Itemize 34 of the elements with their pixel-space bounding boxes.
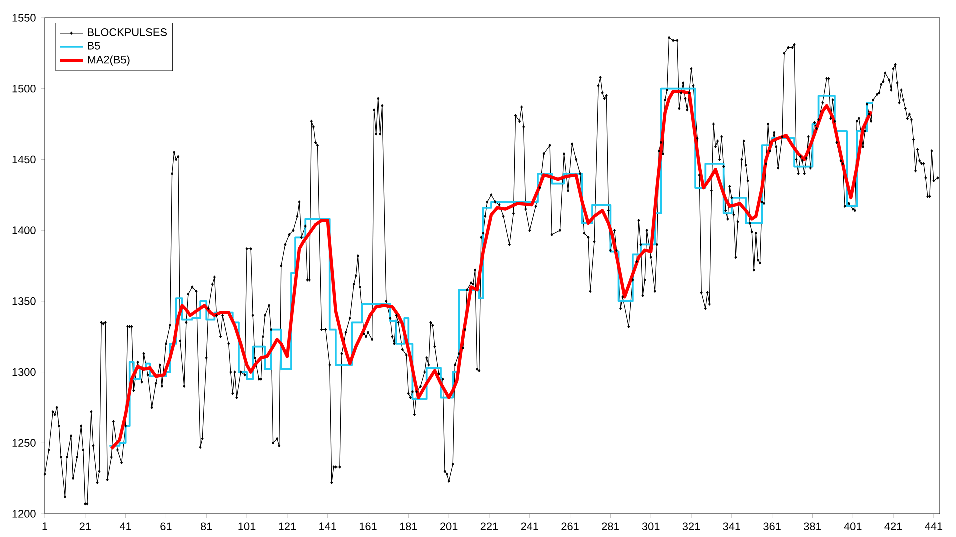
x-tick-label: 281 (602, 522, 620, 530)
x-tick-label: 141 (320, 522, 336, 530)
y-tick-label: 1250 (12, 439, 36, 448)
y-tick-label: 1500 (12, 84, 36, 93)
y-tick-label: 1550 (12, 14, 36, 22)
x-tick-label: 221 (480, 522, 498, 530)
x-tick-label: 361 (764, 522, 781, 530)
x-tick-label: 181 (400, 522, 418, 530)
x-tick-label: 321 (682, 522, 700, 530)
x-tick-label: 401 (844, 522, 862, 530)
x-tick-label: 421 (884, 522, 902, 530)
x-tick-label: 201 (440, 522, 458, 530)
x-tick-label: 341 (723, 522, 740, 530)
y-tick-label: 1200 (12, 510, 36, 518)
x-tick-label: 81 (201, 522, 212, 530)
y-tick-label: 1450 (12, 156, 36, 164)
x-tick-label: 241 (521, 522, 538, 530)
x-tick-label: 101 (238, 522, 256, 530)
x-tick-label: 381 (804, 522, 822, 530)
x-tick-label: 161 (360, 522, 377, 530)
x-tick-label: 261 (562, 522, 579, 530)
x-tick-label: 21 (80, 522, 91, 530)
legend-label: B5 (88, 42, 100, 50)
y-tick-label: 1350 (12, 298, 36, 306)
x-tick-label: 441 (925, 522, 943, 530)
x-tick-label: 61 (160, 522, 172, 530)
legend-label: BLOCKPULSES (88, 28, 168, 36)
x-tick-label: 121 (279, 522, 296, 530)
x-tick-label: 1 (42, 522, 48, 530)
y-tick-label: 1400 (12, 226, 36, 234)
x-tick-label: 301 (642, 522, 660, 530)
x-tick-label: 41 (120, 522, 132, 530)
y-tick-label: 1300 (12, 368, 36, 376)
legend-label: MA2(B5) (88, 56, 130, 66)
